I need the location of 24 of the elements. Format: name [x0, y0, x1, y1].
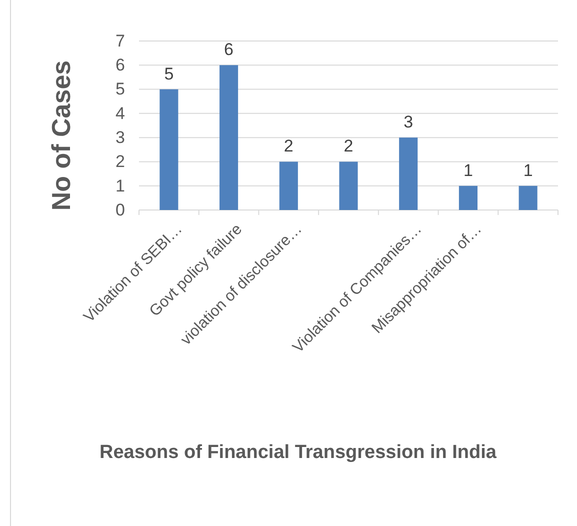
data-label: 2	[344, 136, 354, 156]
y-tick-label: 5	[116, 80, 125, 99]
bar	[279, 162, 298, 210]
y-tick-label: 1	[116, 176, 125, 196]
y-tick-label: 4	[116, 104, 125, 123]
y-tick-label: 6	[116, 56, 125, 75]
data-label: 5	[164, 64, 174, 84]
y-tick-label: 2	[116, 152, 125, 172]
data-label: 1	[523, 160, 533, 180]
bar	[160, 89, 178, 210]
bar	[518, 186, 538, 210]
bar	[220, 65, 238, 210]
data-label: 6	[224, 40, 234, 60]
bar	[399, 138, 418, 210]
data-label: 3	[404, 112, 414, 132]
bar	[339, 162, 358, 210]
data-label: 1	[463, 160, 473, 180]
x-axis-title: Reasons of Financial Transgression in India	[100, 442, 497, 463]
y-tick-label: 7	[116, 31, 125, 50]
y-axis-title: No of Cases	[46, 60, 76, 211]
bar	[458, 186, 478, 210]
y-tick-label: 0	[116, 200, 125, 220]
data-label: 2	[284, 136, 294, 156]
y-tick-label: 3	[116, 128, 125, 148]
